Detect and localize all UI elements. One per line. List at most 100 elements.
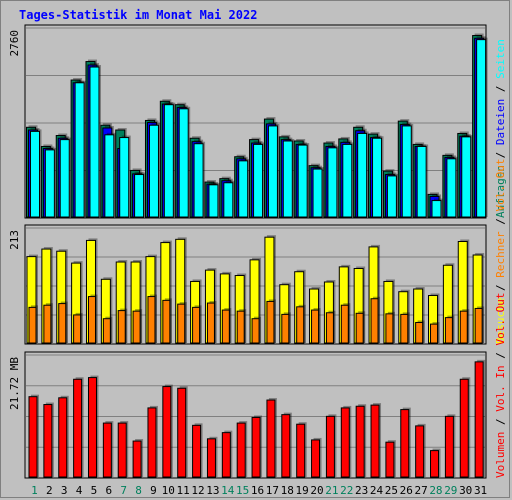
x-tick-label-day-21: 21 — [325, 484, 338, 497]
legend-middle: Besuche / Rechner / Vol. Out — [494, 159, 507, 344]
x-tick-label-day-30: 30 — [459, 484, 472, 497]
legend-bottom-part-4: Vol. Out — [494, 293, 507, 346]
legend-bottom: Volumen / Vol. In / Vol. Out — [494, 293, 507, 478]
bar-seiten-day-23 — [357, 132, 368, 218]
x-tick-label-day-8: 8 — [135, 484, 142, 497]
bar-volume-day-14 — [221, 432, 231, 478]
bar-seiten-day-19 — [297, 144, 308, 218]
bar-seiten-day-6 — [104, 134, 115, 218]
x-tick-label-day-26: 26 — [400, 484, 413, 497]
bar-seiten-day-16 — [253, 143, 264, 218]
bar-rechner-day-23 — [355, 312, 364, 344]
bar-seiten-day-21 — [327, 147, 338, 218]
bar-volume-day-18 — [281, 414, 291, 478]
bar-rechner-day-17 — [266, 300, 275, 344]
chart-title: Tages-Statistik im Monat Mai 2022 — [19, 8, 258, 22]
bar-rechner-day-15 — [236, 310, 245, 344]
x-tick-label-day-25: 25 — [385, 484, 398, 497]
bar-volume-day-11 — [177, 387, 187, 478]
bar-seiten-day-15 — [238, 160, 249, 218]
legend-bottom-part-1: / — [494, 412, 507, 432]
x-tick-label-day-29: 29 — [444, 484, 457, 497]
bar-volume-day-3 — [58, 397, 68, 478]
bar-volume-day-10 — [162, 386, 172, 478]
x-tick-label-day-20: 20 — [310, 484, 323, 497]
legend-middle-part-2: Rechner — [494, 231, 507, 278]
bar-rechner-day-6 — [102, 318, 111, 344]
legend-middle-part-0: Besuche — [494, 298, 507, 344]
bar-volume-day-31 — [474, 361, 484, 478]
bar-volume-day-25 — [385, 441, 395, 478]
bar-volume-day-19 — [296, 423, 306, 478]
legend-middle-part-1: / — [494, 278, 507, 298]
bar-volume-day-13 — [206, 438, 216, 478]
bar-seiten-day-12 — [193, 143, 204, 218]
bar-rechner-day-5 — [87, 296, 96, 344]
x-tick-label-day-24: 24 — [370, 484, 384, 497]
bar-seiten-day-8 — [134, 174, 145, 218]
bar-rechner-day-8 — [132, 310, 141, 344]
bar-volume-day-7 — [117, 422, 127, 478]
bar-rechner-day-26 — [400, 313, 409, 344]
x-tick-label-day-23: 23 — [355, 484, 368, 497]
bar-rechner-day-28 — [430, 323, 439, 344]
bar-volume-day-28 — [430, 450, 440, 478]
bar-rechner-day-19 — [296, 306, 305, 344]
bar-rechner-day-12 — [192, 306, 201, 344]
bar-rechner-day-21 — [325, 312, 334, 344]
legend-top: Anfragen / Dateien / Seiten — [494, 39, 507, 218]
x-tick-label-day-15: 15 — [236, 484, 249, 497]
x-tick-label-day-11: 11 — [177, 484, 190, 497]
legend-top-part-0: Anfragen — [494, 165, 507, 218]
x-tick-label-day-7: 7 — [120, 484, 127, 497]
bar-rechner-day-20 — [311, 309, 320, 344]
bar-volume-day-15 — [236, 422, 246, 478]
legend-top-part-3: / — [494, 79, 507, 99]
bar-volume-day-21 — [325, 415, 335, 478]
bar-volume-day-5 — [87, 377, 97, 478]
bar-rechner-day-13 — [206, 302, 215, 344]
bar-rechner-day-25 — [385, 313, 394, 344]
x-tick-label-day-9: 9 — [150, 484, 157, 497]
legend-bottom-part-0: Volumen — [494, 432, 507, 478]
bar-volume-day-20 — [311, 439, 321, 478]
y-max-label-top: 2760 — [8, 30, 21, 57]
bar-volume-day-23 — [355, 405, 365, 478]
bar-volume-day-29 — [444, 415, 454, 478]
bar-rechner-day-3 — [58, 303, 67, 344]
y-max-label-bottom: 21.72 MB — [8, 357, 21, 410]
legend-bottom-part-3: / — [494, 346, 507, 366]
bar-volume-day-22 — [340, 407, 350, 478]
bar-volume-day-1 — [28, 396, 38, 478]
bar-rechner-day-9 — [147, 296, 156, 344]
bar-seiten-day-28 — [431, 200, 442, 218]
bar-rechner-day-18 — [281, 313, 290, 344]
bar-volume-day-2 — [43, 404, 53, 478]
bar-rechner-day-22 — [340, 304, 349, 344]
y-max-label-middle: 213 — [8, 230, 21, 250]
bar-seiten-day-18 — [282, 140, 293, 218]
bar-seiten-day-29 — [446, 158, 457, 218]
legend-bottom-part-2: Vol. In — [494, 365, 507, 411]
bar-rechner-day-31 — [474, 307, 483, 344]
x-tick-label-day-4: 4 — [76, 484, 83, 497]
legend-middle-part-3: / — [494, 212, 507, 232]
x-tick-label-day-2: 2 — [46, 484, 53, 497]
x-tick-label-day-14: 14 — [221, 484, 235, 497]
legend-top-part-1: / — [494, 145, 507, 165]
bar-seiten-day-11 — [178, 108, 189, 218]
legend-middle-part-4: Vol. Out — [494, 159, 507, 212]
x-tick-label-day-27: 27 — [414, 484, 427, 497]
bar-volume-day-6 — [102, 422, 112, 478]
bar-seiten-day-30 — [461, 136, 472, 218]
bar-rechner-day-29 — [444, 317, 453, 344]
bar-volume-day-12 — [192, 424, 202, 478]
bar-rechner-day-1 — [28, 306, 37, 344]
bar-seiten-day-17 — [267, 125, 278, 218]
legend-top-part-2: Dateien — [494, 99, 507, 145]
bar-seiten-day-3 — [59, 139, 70, 218]
bar-volume-day-4 — [73, 378, 83, 478]
bar-seiten-day-20 — [312, 168, 323, 218]
bar-volume-day-26 — [400, 409, 410, 478]
